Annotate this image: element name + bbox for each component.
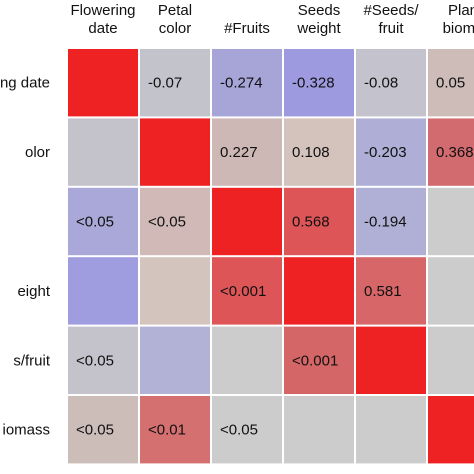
- cell-value-r0-c5: 0.05: [436, 75, 465, 92]
- row-label-3: eight: [17, 283, 50, 300]
- heatmap-cell-r1-c1: [140, 118, 210, 186]
- heatmap-cell-r5-c5: [428, 396, 474, 464]
- cell-value-r2-c0: <0.05: [76, 214, 114, 231]
- heatmap-cell-r4-c1: [140, 326, 210, 394]
- cell-value-r1-c4: -0.203: [364, 144, 407, 161]
- cell-value-r4-c3: <0.001: [292, 352, 338, 369]
- heatmap-cells: [68, 49, 474, 464]
- column-label-5-line-1: bioma: [443, 20, 474, 37]
- cell-value-r2-c4: -0.194: [364, 214, 407, 231]
- heatmap-cell-r3-c1: [140, 257, 210, 325]
- column-label-0-line-1: date: [88, 20, 117, 37]
- cell-value-r1-c3: 0.108: [292, 144, 330, 161]
- heatmap-cell-r3-c4: [356, 257, 426, 325]
- heatmap-cell-r2-c4: [356, 187, 426, 256]
- row-labels: ng date olor eight s/fruit iomass: [0, 75, 51, 439]
- heatmap-cell-r3-c2: [212, 257, 282, 325]
- heatmap-cell-r2-c0: [68, 187, 138, 256]
- heatmap-cell-r1-c4: [356, 118, 426, 186]
- heatmap-cell-r1-c3: [284, 118, 354, 186]
- heatmap-cell-r0-c1: [140, 49, 210, 117]
- heatmap-cell-r5-c4: [356, 396, 426, 464]
- heatmap-cell-r2-c1: [140, 187, 210, 256]
- cell-value-r0-c2: -0.274: [220, 75, 263, 92]
- cell-value-r3-c4: 0.581: [364, 283, 402, 300]
- heatmap-cell-r0-c5: [428, 49, 474, 117]
- heatmap-cell-r5-c2: [212, 396, 282, 464]
- heatmap-cell-r1-c2: [212, 118, 282, 186]
- cell-value-r5-c0: <0.05: [76, 422, 114, 439]
- column-label-1-line-0: Petal: [158, 2, 192, 19]
- row-label-1: olor: [25, 144, 50, 161]
- cell-value-r5-c1: <0.01: [148, 422, 186, 439]
- heatmap-cell-r0-c4: [356, 49, 426, 117]
- cell-value-r4-c0: <0.05: [76, 352, 114, 369]
- heatmap-cell-r4-c3: [284, 326, 354, 394]
- heatmap-cell-r4-c5: [428, 326, 474, 394]
- heatmap-cell-r4-c2: [212, 326, 282, 394]
- heatmap-cell-r0-c2: [212, 49, 282, 117]
- heatmap-cell-r5-c3: [284, 396, 354, 464]
- cell-value-r0-c3: -0.328: [292, 75, 335, 92]
- column-label-0-line-0: Flowering: [70, 2, 135, 19]
- heatmap-cell-r3-c5: [428, 257, 474, 325]
- cell-value-r0-c1: -0.07: [148, 75, 182, 92]
- heatmap-cell-r0-c3: [284, 49, 354, 117]
- row-label-0: ng date: [0, 75, 50, 92]
- heatmap-cell-r2-c2: [212, 187, 282, 256]
- column-label-5-line-0: Plan: [448, 2, 474, 19]
- row-label-4: s/fruit: [13, 352, 51, 369]
- heatmap-cell-r1-c5: [428, 118, 474, 186]
- cell-value-r3-c2: <0.001: [220, 283, 266, 300]
- cell-value-r1-c5: 0.368: [436, 144, 474, 161]
- cell-value-r2-c1: <0.05: [148, 214, 186, 231]
- heatmap-cell-r3-c3: [284, 257, 354, 325]
- heatmap-cell-r2-c3: [284, 187, 354, 256]
- cell-value-r1-c2: 0.227: [220, 144, 258, 161]
- column-label-3-line-1: weight: [296, 20, 341, 37]
- heatmap-cell-r4-c0: [68, 326, 138, 394]
- column-label-2-line-0: #Fruits: [224, 20, 270, 37]
- cell-value-r2-c3: 0.568: [292, 214, 330, 231]
- heatmap-cell-r5-c1: [140, 396, 210, 464]
- heatmap-cell-r2-c5: [428, 187, 474, 256]
- heatmap-cell-labels: -0.07 -0.274 -0.328 -0.08 0.05 0.227 0.108 -0.2…: [76, 75, 474, 439]
- column-label-3-line-0: Seeds: [298, 2, 341, 19]
- heatmap-cell-r4-c4: [356, 326, 426, 394]
- column-label-4-line-1: fruit: [378, 20, 404, 37]
- cell-value-r0-c4: -0.08: [364, 75, 398, 92]
- cell-value-r5-c2: <0.05: [220, 422, 258, 439]
- heatmap-cell-r5-c0: [68, 396, 138, 464]
- heatmap-cell-r1-c0: [68, 118, 138, 186]
- column-label-1-line-1: color: [159, 20, 192, 37]
- heatmap-cell-r0-c0: [68, 49, 138, 117]
- heatmap-cell-r3-c0: [68, 257, 138, 325]
- column-label-4-line-0: #Seeds/: [363, 2, 419, 19]
- row-label-5: iomass: [2, 422, 50, 439]
